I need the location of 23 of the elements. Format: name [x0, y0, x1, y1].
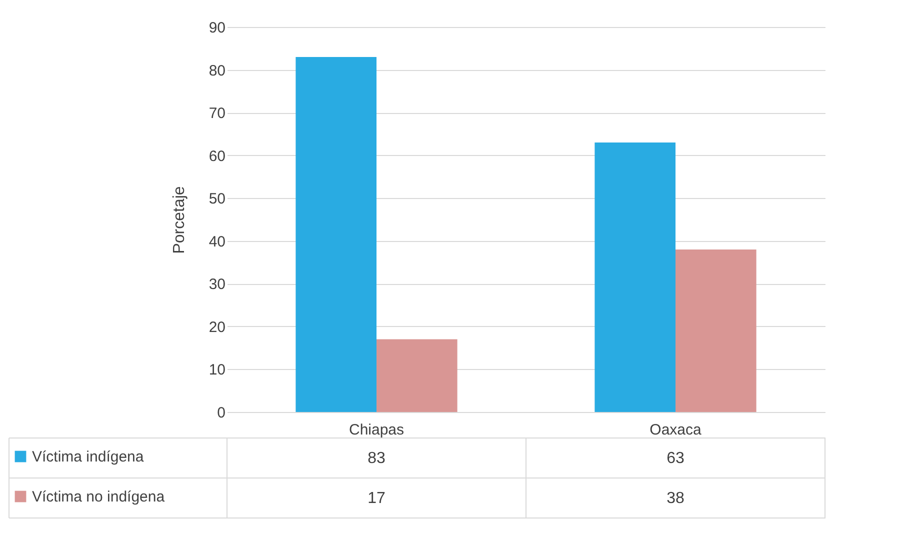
bar: [676, 249, 756, 412]
y-tick-label: 20: [208, 318, 226, 336]
data-label: 63: [666, 450, 684, 467]
y-tick-label: 60: [208, 148, 226, 165]
y-tick-label: 90: [208, 20, 226, 36]
y-tick-label: 50: [208, 190, 226, 208]
bar: [376, 339, 458, 412]
legend-label: Víctima no indígena: [32, 488, 166, 506]
bar: [594, 142, 676, 412]
y-tick-label: 80: [208, 62, 226, 80]
bar: [296, 56, 376, 412]
y-axis-title: Porcetaje: [170, 186, 188, 254]
y-tick-label: 40: [208, 233, 226, 250]
legend-label: Víctima indígena: [32, 448, 144, 466]
data-label: 17: [368, 490, 386, 507]
x-tick-label: Chiapas: [348, 422, 404, 438]
y-tick-label: 0: [217, 404, 226, 422]
data-label: 83: [368, 450, 386, 467]
y-tick-label: 30: [208, 276, 226, 294]
y-tick-label: 10: [208, 362, 226, 379]
y-tick-label: 70: [208, 105, 226, 122]
data-label: 38: [666, 490, 684, 507]
x-tick-label: Oaxaca: [650, 422, 702, 438]
